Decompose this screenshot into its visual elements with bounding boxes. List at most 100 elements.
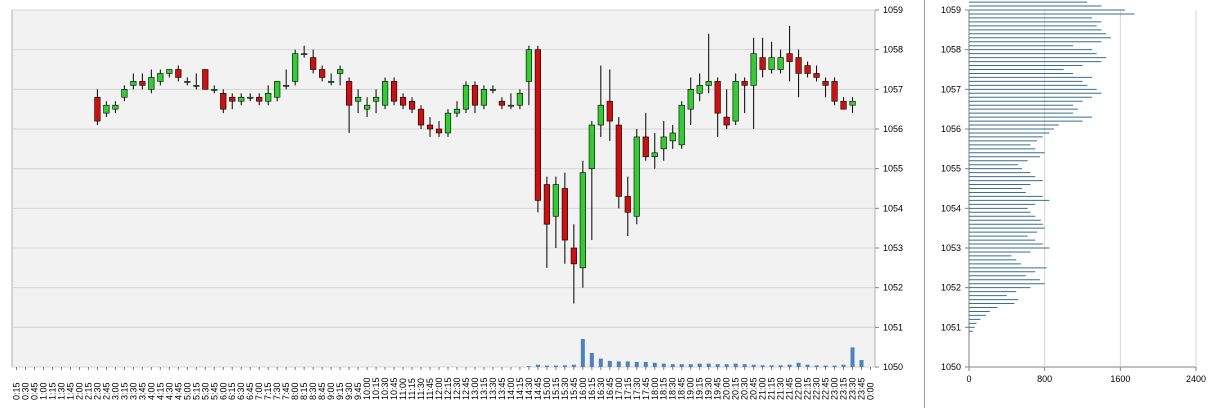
x-tick-label: 17:30 <box>632 377 642 400</box>
candle-body <box>570 247 577 265</box>
x-tick-label: 8:00 <box>290 382 300 400</box>
panel-divider <box>924 0 925 408</box>
volume-bar <box>841 364 846 367</box>
candle-body <box>417 108 425 126</box>
candle-body <box>435 128 443 134</box>
x-tick-label: 3:30 <box>128 382 138 400</box>
x-tick-label: 1600 <box>1110 374 1130 384</box>
candle-body <box>723 116 730 126</box>
x-tick-label: 10:00 <box>362 377 372 400</box>
candle-body <box>175 69 182 78</box>
candle-body <box>372 96 380 102</box>
x-tick-label: 1:15 <box>47 382 57 400</box>
candlestick-chart: 1050 1051 1052 1053 1054 1055 1056 1057 1058 1059… <box>11 5 903 400</box>
x-tick-label: 19:15 <box>695 377 705 400</box>
volume-bar <box>670 364 675 367</box>
candle-body <box>633 136 640 217</box>
volume-bar <box>742 364 747 367</box>
volume-bar <box>733 363 738 367</box>
x-tick-label: 8:45 <box>317 382 327 400</box>
candle-body <box>642 136 649 158</box>
candle-body <box>247 96 254 99</box>
x-tick-label: 21:00 <box>758 377 768 400</box>
y-tick-label: 1056 <box>883 124 903 134</box>
volume-bar <box>661 363 666 367</box>
x-tick-label: 11:00 <box>398 378 408 400</box>
x-tick-label: 12:15 <box>443 377 453 400</box>
y-tick-label: 1052 <box>883 283 903 293</box>
candle-body <box>579 172 586 269</box>
volume-bar <box>859 360 864 367</box>
candle-body <box>229 96 236 102</box>
x-tick-label: 7:45 <box>281 382 291 400</box>
x-tick-label: 12:00 <box>434 377 444 400</box>
x-tick-label: 21:45 <box>785 377 795 400</box>
volume-bar <box>823 365 828 367</box>
volume-bar <box>607 360 612 367</box>
volume-bar <box>697 363 702 367</box>
x-tick-label: 6:30 <box>236 382 246 400</box>
candle-body <box>346 81 353 106</box>
x-tick-label: 5:00 <box>182 382 192 400</box>
candle-body <box>453 108 461 114</box>
volume-bar <box>715 364 720 367</box>
candle-body <box>831 81 838 102</box>
x-tick-label: 20:45 <box>749 377 759 400</box>
x-tick-label: 5:30 <box>200 382 210 400</box>
volume-bar <box>571 364 576 367</box>
x-tick-label: 19:45 <box>713 377 723 400</box>
x-tick-label: 14:00 <box>506 377 516 400</box>
candle-body <box>543 184 550 225</box>
x-tick-label: 16:15 <box>587 377 597 400</box>
x-tick-label: 10:15 <box>371 377 381 400</box>
candle-body <box>399 96 407 106</box>
x-tick-label: 19:00 <box>686 377 696 400</box>
x-tick-label: 3:45 <box>137 382 147 400</box>
x-tick-label: 17:15 <box>623 377 633 400</box>
candle-body <box>489 89 497 91</box>
candle-body <box>328 81 335 83</box>
candle-body <box>310 57 317 70</box>
x-tick-label: 6:00 <box>218 382 228 400</box>
x-tick-label: 5:15 <box>191 382 201 400</box>
x-tick-label: 7:00 <box>254 382 264 400</box>
candle-body <box>381 81 389 106</box>
x-tick-label: 20:00 <box>722 377 732 400</box>
candle-body <box>184 81 191 83</box>
candle-body <box>265 93 272 102</box>
candle-body <box>364 104 371 110</box>
y-tick-label: 1058 <box>941 45 961 55</box>
x-tick-label: 800 <box>1037 374 1052 384</box>
x-tick-label: 7:30 <box>272 382 282 400</box>
x-tick-label: 4:15 <box>155 382 165 400</box>
candle-body <box>516 93 523 106</box>
volume-bar <box>616 361 621 367</box>
y-tick-label: 1059 <box>941 5 961 15</box>
volume-bar <box>787 364 792 367</box>
volume-bar <box>805 364 810 367</box>
x-tick-label: 15:45 <box>569 377 579 400</box>
candle-body <box>408 100 416 110</box>
y-tick-label: 1052 <box>941 283 961 293</box>
candle-body <box>148 77 155 90</box>
volume-bar <box>814 365 819 367</box>
y-tick-label: 1053 <box>941 243 961 253</box>
volume-bar <box>625 361 630 367</box>
x-tick-label: 4:45 <box>173 382 183 400</box>
x-tick-label: 6:45 <box>245 382 255 400</box>
x-tick-label: 8:15 <box>299 382 309 400</box>
candle-body <box>750 53 757 86</box>
x-tick-label: 12:45 <box>461 377 471 400</box>
x-tick-label: 13:45 <box>497 377 507 400</box>
candle-body <box>822 81 829 86</box>
candle-body <box>193 85 200 87</box>
candle-body <box>624 196 631 213</box>
y-tick-label: 1058 <box>883 45 903 55</box>
y-tick-label: 1057 <box>883 84 903 94</box>
x-tick-label: 15:00 <box>542 377 552 400</box>
candle-body <box>786 53 793 62</box>
x-tick-label: 23:15 <box>839 377 849 400</box>
candle-body <box>660 136 667 150</box>
volume-bar <box>778 365 783 367</box>
y-tick-label: 1054 <box>883 203 903 213</box>
